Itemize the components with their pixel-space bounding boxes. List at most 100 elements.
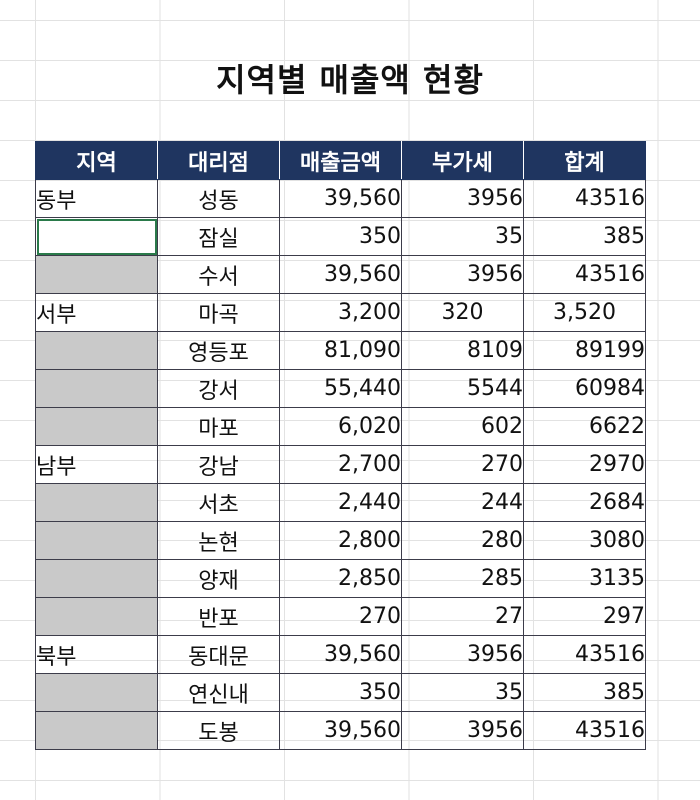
- cell-sales[interactable]: 2,850: [279, 559, 402, 598]
- sheet-title[interactable]: 지역별 매출액 현황: [216, 61, 484, 99]
- cell-region[interactable]: [35, 407, 158, 446]
- cell-branch[interactable]: 반포: [157, 597, 280, 636]
- cell-total[interactable]: 43516: [523, 255, 646, 294]
- cell-vat[interactable]: 3956: [401, 635, 524, 674]
- cell-sales[interactable]: 3,200: [279, 293, 402, 332]
- cell-total[interactable]: 43516: [523, 711, 646, 750]
- table-row: 영등포 81,090 8109 89199: [35, 331, 646, 370]
- cell-sales[interactable]: 350: [279, 217, 402, 256]
- cell-vat[interactable]: 320: [401, 293, 524, 332]
- table-row: 동부 성동 39,560 3956 43516: [35, 179, 646, 218]
- cell-vat[interactable]: 8109: [401, 331, 524, 370]
- table-row: 연신내 350 35 385: [35, 673, 646, 712]
- cell-sales[interactable]: 2,440: [279, 483, 402, 522]
- table-row: 양재 2,850 285 3135: [35, 559, 646, 598]
- cell-region[interactable]: [35, 673, 158, 712]
- cell-sales[interactable]: 39,560: [279, 255, 402, 294]
- table-row: 남부 강남 2,700 270 2970: [35, 445, 646, 484]
- cell-region[interactable]: 서부: [35, 293, 158, 332]
- cell-sales[interactable]: 39,560: [279, 635, 402, 674]
- cell-vat[interactable]: 285: [401, 559, 524, 598]
- cell-branch[interactable]: 연신내: [157, 673, 280, 712]
- cell-branch[interactable]: 양재: [157, 559, 280, 598]
- cell-vat[interactable]: 3956: [401, 711, 524, 750]
- table-row: 논현 2,800 280 3080: [35, 521, 646, 560]
- cell-region[interactable]: [35, 217, 158, 256]
- cell-total[interactable]: 89199: [523, 331, 646, 370]
- cell-sales[interactable]: 6,020: [279, 407, 402, 446]
- cell-region[interactable]: [35, 331, 158, 370]
- cell-vat[interactable]: 3956: [401, 179, 524, 218]
- cell-branch[interactable]: 논현: [157, 521, 280, 560]
- cell-total[interactable]: 3,520: [523, 293, 646, 332]
- table-row: 마포 6,020 602 6622: [35, 407, 646, 446]
- cell-total[interactable]: 43516: [523, 179, 646, 218]
- table-row: 반포 270 27 297: [35, 597, 646, 636]
- cell-branch[interactable]: 마포: [157, 407, 280, 446]
- header-cell-region[interactable]: 지역: [35, 141, 158, 180]
- cell-total[interactable]: 60984: [523, 369, 646, 408]
- cell-vat[interactable]: 35: [401, 673, 524, 712]
- cell-total[interactable]: 43516: [523, 635, 646, 674]
- cell-total[interactable]: 3135: [523, 559, 646, 598]
- header-row: 지역 대리점 매출금액 부가세 합계: [35, 141, 646, 180]
- cell-total[interactable]: 2684: [523, 483, 646, 522]
- cell-region[interactable]: [35, 597, 158, 636]
- table-row: 도봉 39,560 3956 43516: [35, 711, 646, 750]
- cell-vat[interactable]: 244: [401, 483, 524, 522]
- cell-total[interactable]: 6622: [523, 407, 646, 446]
- cell-branch[interactable]: 서초: [157, 483, 280, 522]
- cell-branch[interactable]: 강서: [157, 369, 280, 408]
- cell-sales[interactable]: 39,560: [279, 179, 402, 218]
- cell-branch[interactable]: 영등포: [157, 331, 280, 370]
- header-cell-vat[interactable]: 부가세: [401, 141, 524, 180]
- table-row: 수서 39,560 3956 43516: [35, 255, 646, 294]
- cell-sales[interactable]: 270: [279, 597, 402, 636]
- cell-region[interactable]: 동부: [35, 179, 158, 218]
- cell-branch[interactable]: 수서: [157, 255, 280, 294]
- cell-total[interactable]: 385: [523, 673, 646, 712]
- cell-sales[interactable]: 39,560: [279, 711, 402, 750]
- cell-vat[interactable]: 27: [401, 597, 524, 636]
- cell-region[interactable]: 남부: [35, 445, 158, 484]
- cell-total[interactable]: 385: [523, 217, 646, 256]
- header-cell-total[interactable]: 합계: [523, 141, 646, 180]
- cell-vat[interactable]: 602: [401, 407, 524, 446]
- table-row: 잠실 350 35 385: [35, 217, 646, 256]
- cell-region[interactable]: [35, 369, 158, 408]
- cell-total[interactable]: 3080: [523, 521, 646, 560]
- table-row: 서부 마곡 3,200 320 3,520: [35, 293, 646, 332]
- cell-sales[interactable]: 81,090: [279, 331, 402, 370]
- cell-branch[interactable]: 마곡: [157, 293, 280, 332]
- table-row: 서초 2,440 244 2684: [35, 483, 646, 522]
- cell-sales[interactable]: 55,440: [279, 369, 402, 408]
- cell-vat[interactable]: 35: [401, 217, 524, 256]
- table-body: 동부 성동 39,560 3956 43516 잠실 350 35 385 수서 39,560 395…: [35, 179, 646, 750]
- cell-branch[interactable]: 강남: [157, 445, 280, 484]
- cell-sales[interactable]: 350: [279, 673, 402, 712]
- cell-region[interactable]: 북부: [35, 635, 158, 674]
- cell-region[interactable]: [35, 483, 158, 522]
- cell-vat[interactable]: 5544: [401, 369, 524, 408]
- cell-sales[interactable]: 2,800: [279, 521, 402, 560]
- cell-vat[interactable]: 270: [401, 445, 524, 484]
- cell-vat[interactable]: 3956: [401, 255, 524, 294]
- cell-branch[interactable]: 도봉: [157, 711, 280, 750]
- header-cell-branch[interactable]: 대리점: [157, 141, 280, 180]
- cell-sales[interactable]: 2,700: [279, 445, 402, 484]
- cell-total[interactable]: 2970: [523, 445, 646, 484]
- cell-region[interactable]: [35, 255, 158, 294]
- table-header: 지역 대리점 매출금액 부가세 합계: [35, 141, 646, 180]
- cell-region[interactable]: [35, 521, 158, 560]
- header-cell-sales[interactable]: 매출금액: [279, 141, 402, 180]
- table-row: 강서 55,440 5544 60984: [35, 369, 646, 408]
- cell-vat[interactable]: 280: [401, 521, 524, 560]
- cell-branch[interactable]: 동대문: [157, 635, 280, 674]
- cell-branch[interactable]: 성동: [157, 179, 280, 218]
- cell-region[interactable]: [35, 711, 158, 750]
- cell-total[interactable]: 297: [523, 597, 646, 636]
- sales-table: 지역 대리점 매출금액 부가세 합계 동부 성동 39,560 3956 43516 잠실…: [35, 141, 646, 750]
- cell-region[interactable]: [35, 559, 158, 598]
- cell-branch[interactable]: 잠실: [157, 217, 280, 256]
- table-row: 북부 동대문 39,560 3956 43516: [35, 635, 646, 674]
